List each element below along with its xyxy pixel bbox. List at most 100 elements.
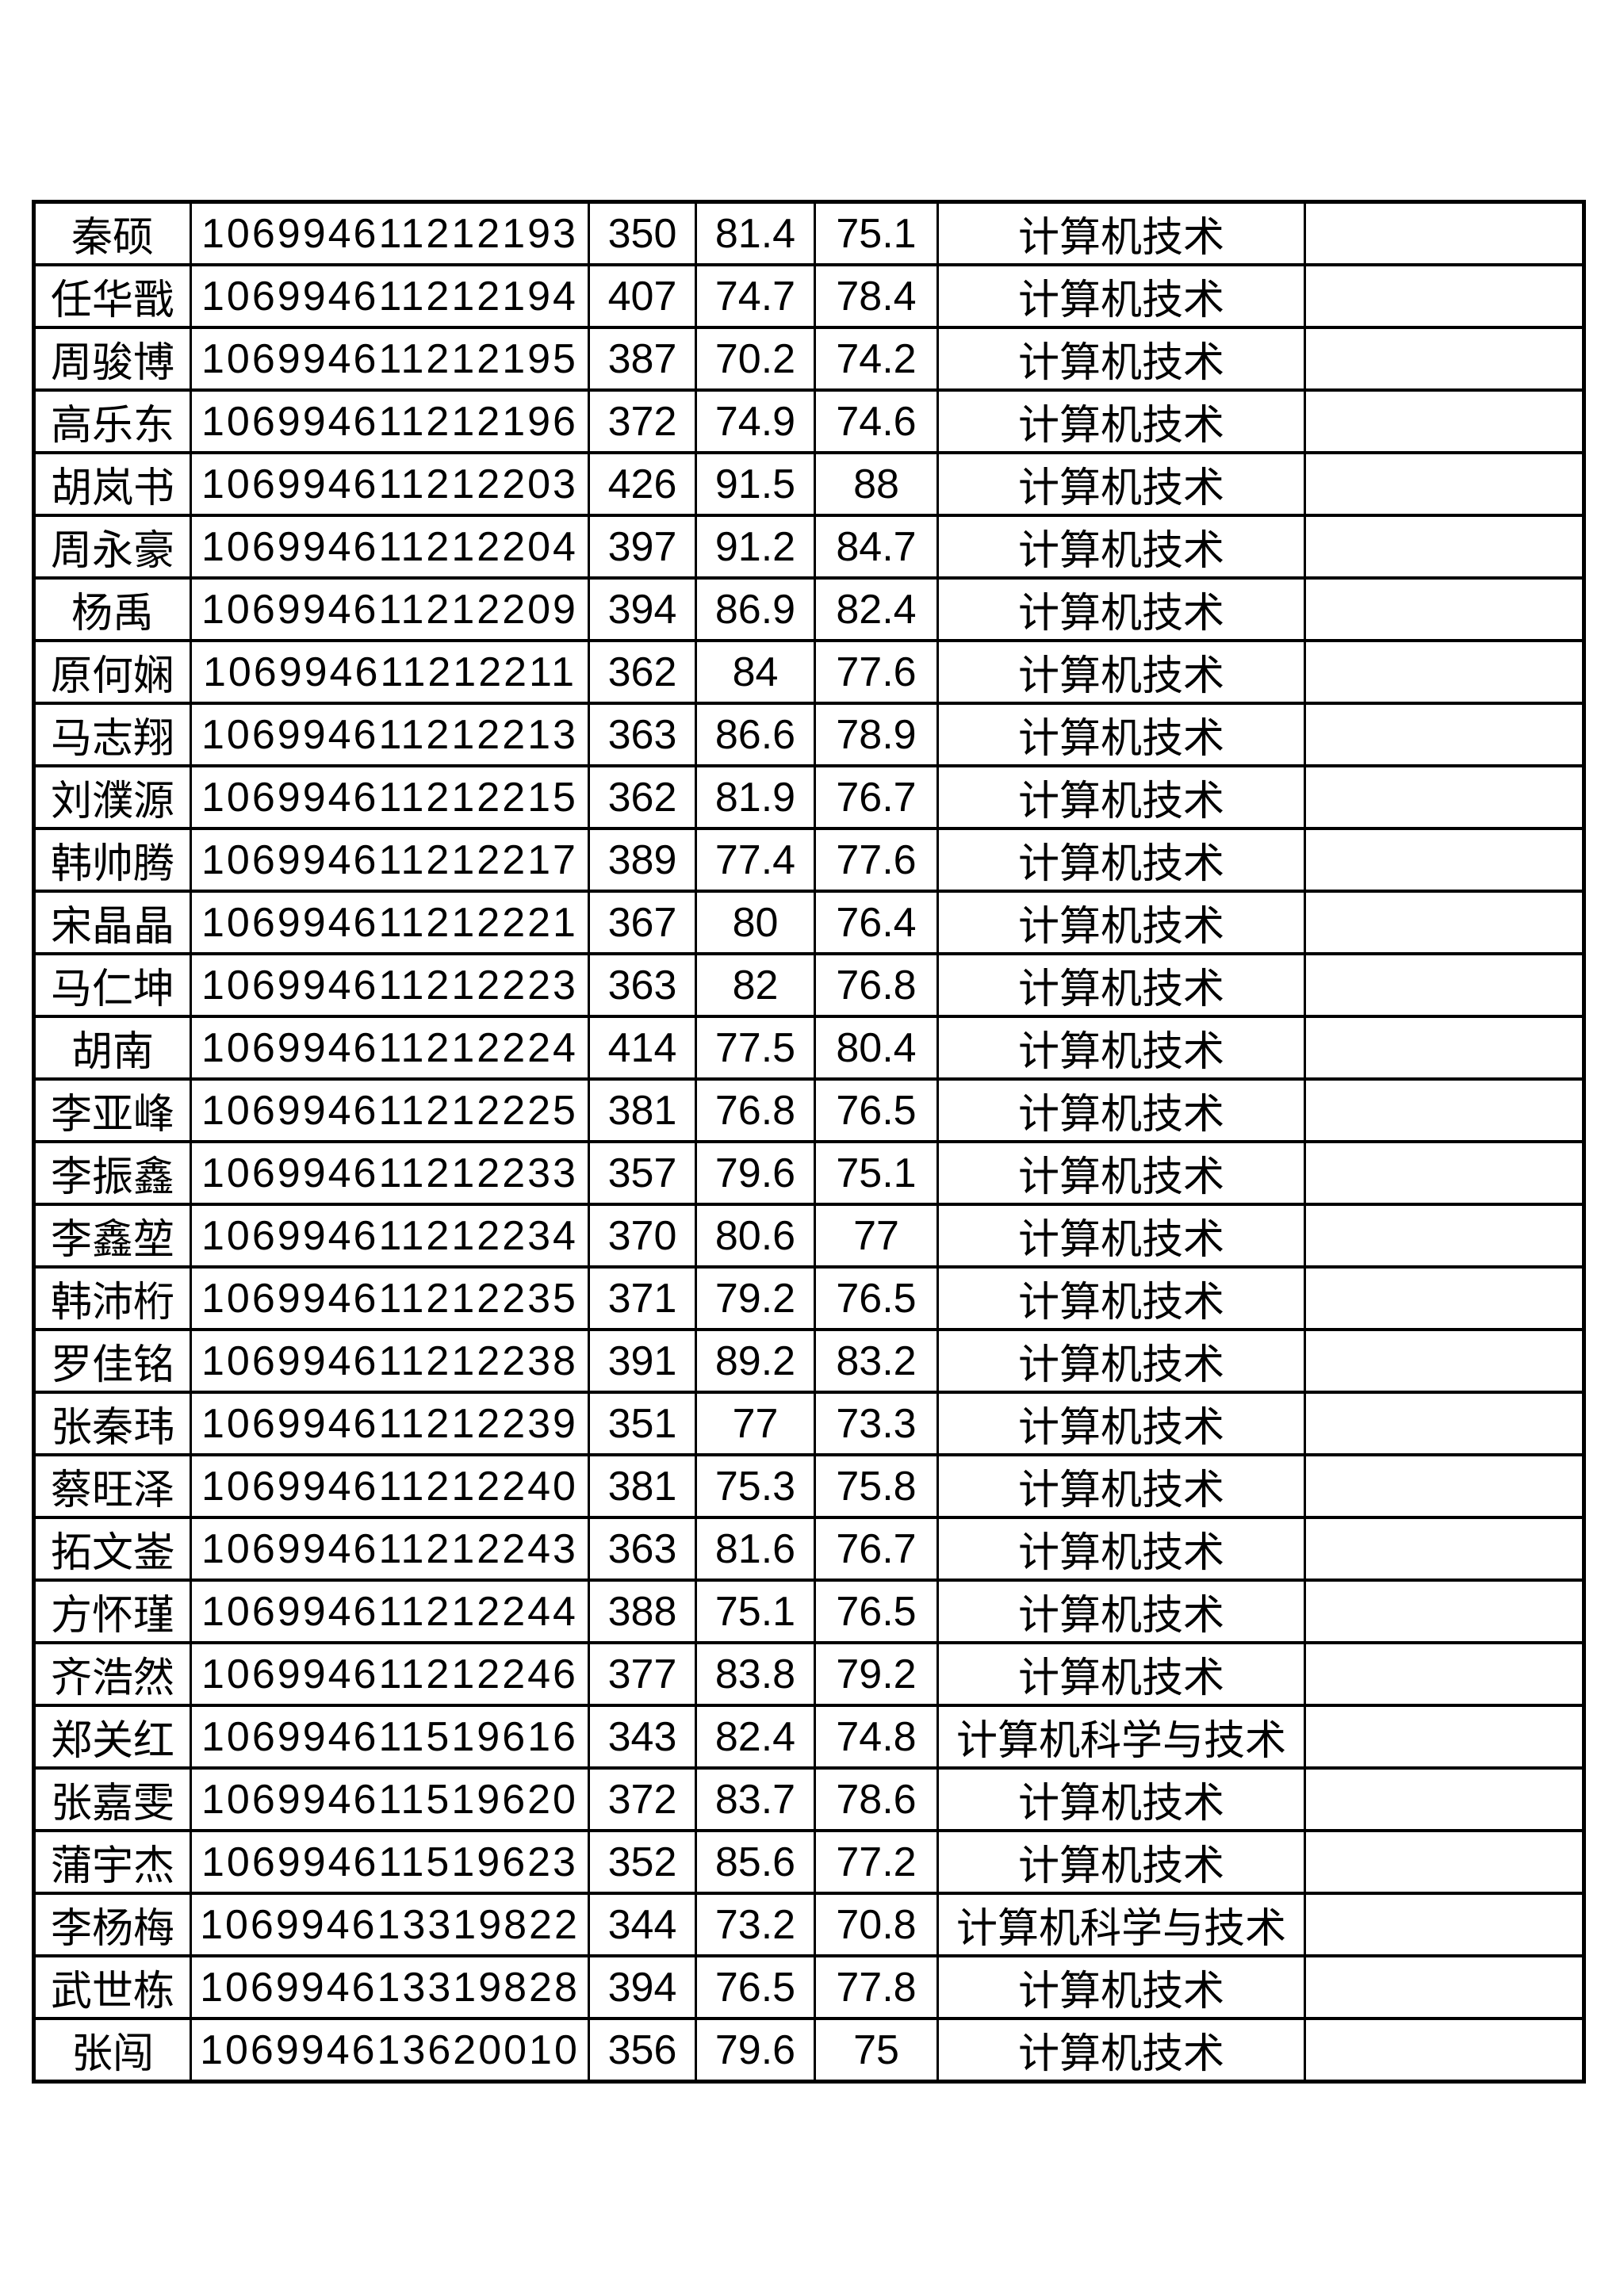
cell-exam_id: 106994611519620 — [190, 1766, 590, 1832]
cell-score_3: 78.4 — [814, 263, 939, 329]
cell-name: 任华戬 — [33, 263, 192, 329]
cell-score_2: 91.5 — [695, 451, 816, 517]
cell-score_2: 74.7 — [695, 263, 816, 329]
cell-name: 张秦玮 — [33, 1391, 192, 1456]
cell-score_3: 84.7 — [814, 514, 939, 580]
cell-score_2: 79.6 — [695, 2017, 816, 2084]
cell-score_3: 76.4 — [814, 890, 939, 955]
cell-program: 计算机技术 — [936, 952, 1306, 1018]
table-row: 周永豪 106994611212204 397 91.2 84.7 计算机技术 — [33, 514, 1585, 580]
cell-name: 胡岚书 — [33, 451, 192, 517]
cell-program: 计算机技术 — [936, 1140, 1306, 1206]
cell-name: 马志翔 — [33, 702, 192, 767]
cell-score_3: 76.5 — [814, 1077, 939, 1143]
cell-note — [1304, 952, 1585, 1018]
cell-total_score: 389 — [588, 827, 697, 893]
cell-note — [1304, 702, 1585, 767]
cell-name: 郑关红 — [33, 1704, 192, 1770]
table-row: 宋晶晶 106994611212221 367 80 76.4 计算机技术 — [33, 890, 1585, 955]
cell-program: 计算机技术 — [936, 451, 1306, 517]
cell-exam_id: 106994611212193 — [190, 200, 590, 266]
cell-total_score: 367 — [588, 890, 697, 955]
cell-exam_id: 106994611212196 — [190, 388, 590, 454]
cell-score_3: 78.9 — [814, 702, 939, 767]
cell-total_score: 351 — [588, 1391, 697, 1456]
cell-score_2: 79.2 — [695, 1265, 816, 1331]
cell-score_3: 76.7 — [814, 1516, 939, 1582]
cell-program: 计算机技术 — [936, 514, 1306, 580]
cell-note — [1304, 764, 1585, 830]
cell-program: 计算机技术 — [936, 1328, 1306, 1394]
cell-note — [1304, 451, 1585, 517]
table-body: 秦硕 106994611212193 350 81.4 75.1 计算机技术 任华戬 1069… — [33, 200, 1585, 2084]
cell-program: 计算机技术 — [936, 2017, 1306, 2084]
cell-note — [1304, 1015, 1585, 1081]
cell-score_2: 81.9 — [695, 764, 816, 830]
cell-score_2: 84 — [695, 639, 816, 705]
cell-total_score: 381 — [588, 1453, 697, 1519]
cell-total_score: 391 — [588, 1328, 697, 1394]
cell-total_score: 387 — [588, 326, 697, 392]
cell-program: 计算机技术 — [936, 1641, 1306, 1707]
table-row: 周骏博 106994611212195 387 70.2 74.2 计算机技术 — [33, 326, 1585, 392]
cell-score_3: 80.4 — [814, 1015, 939, 1081]
cell-program: 计算机技术 — [936, 702, 1306, 767]
cell-name: 齐浩然 — [33, 1641, 192, 1707]
cell-name: 原何娴 — [33, 639, 192, 705]
cell-total_score: 377 — [588, 1641, 697, 1707]
cell-exam_id: 106994611212215 — [190, 764, 590, 830]
cell-name: 李振鑫 — [33, 1140, 192, 1206]
cell-exam_id: 106994611212221 — [190, 890, 590, 955]
cell-program: 计算机技术 — [936, 388, 1306, 454]
table-row: 原何娴 106994611212211 362 84 77.6 计算机技术 — [33, 639, 1585, 705]
cell-name: 韩帅腾 — [33, 827, 192, 893]
cell-exam_id: 106994611212238 — [190, 1328, 590, 1394]
table-row: 任华戬 106994611212194 407 74.7 78.4 计算机技术 — [33, 263, 1585, 329]
cell-score_2: 76.8 — [695, 1077, 816, 1143]
cell-name: 武世栋 — [33, 1954, 192, 2020]
cell-note — [1304, 1829, 1585, 1895]
cell-exam_id: 106994613319822 — [190, 1892, 590, 1957]
cell-name: 方怀瑾 — [33, 1578, 192, 1644]
cell-name: 韩沛桁 — [33, 1265, 192, 1331]
cell-score_2: 86.6 — [695, 702, 816, 767]
cell-program: 计算机技术 — [936, 764, 1306, 830]
cell-total_score: 356 — [588, 2017, 697, 2084]
cell-score_3: 78.6 — [814, 1766, 939, 1832]
table-row: 李鑫堃 106994611212234 370 80.6 77 计算机技术 — [33, 1203, 1585, 1269]
table-row: 张闯 106994613620010 356 79.6 75 计算机技术 — [33, 2017, 1585, 2084]
cell-score_3: 83.2 — [814, 1328, 939, 1394]
cell-name: 周永豪 — [33, 514, 192, 580]
cell-exam_id: 106994611212204 — [190, 514, 590, 580]
cell-name: 李杨梅 — [33, 1892, 192, 1957]
cell-name: 胡南 — [33, 1015, 192, 1081]
cell-program: 计算机技术 — [936, 1265, 1306, 1331]
cell-total_score: 363 — [588, 1516, 697, 1582]
cell-program: 计算机技术 — [936, 1391, 1306, 1456]
cell-total_score: 370 — [588, 1203, 697, 1269]
cell-note — [1304, 200, 1585, 266]
cell-score_3: 76.7 — [814, 764, 939, 830]
cell-program: 计算机技术 — [936, 1077, 1306, 1143]
cell-exam_id: 106994611212194 — [190, 263, 590, 329]
cell-total_score: 363 — [588, 952, 697, 1018]
cell-exam_id: 106994611212225 — [190, 1077, 590, 1143]
cell-total_score: 352 — [588, 1829, 697, 1895]
cell-exam_id: 106994611212233 — [190, 1140, 590, 1206]
cell-name: 刘濮源 — [33, 764, 192, 830]
cell-program: 计算机技术 — [936, 326, 1306, 392]
cell-score_2: 82 — [695, 952, 816, 1018]
cell-exam_id: 106994611212243 — [190, 1516, 590, 1582]
table-row: 韩帅腾 106994611212217 389 77.4 77.6 计算机技术 — [33, 827, 1585, 893]
cell-score_2: 75.3 — [695, 1453, 816, 1519]
cell-score_2: 89.2 — [695, 1328, 816, 1394]
cell-score_3: 77 — [814, 1203, 939, 1269]
cell-exam_id: 106994611212244 — [190, 1578, 590, 1644]
cell-total_score: 362 — [588, 639, 697, 705]
cell-name: 李鑫堃 — [33, 1203, 192, 1269]
cell-total_score: 407 — [588, 263, 697, 329]
cell-score_3: 74.6 — [814, 388, 939, 454]
cell-exam_id: 106994611519616 — [190, 1704, 590, 1770]
cell-score_3: 88 — [814, 451, 939, 517]
cell-score_3: 77.6 — [814, 639, 939, 705]
